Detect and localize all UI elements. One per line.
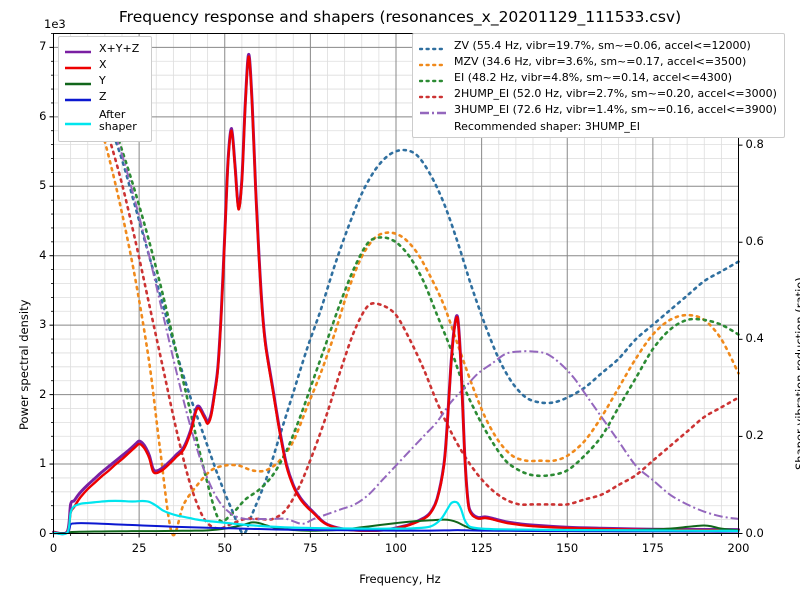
legend-item-3hump_ei[interactable]: 3HUMP_EI (72.6 Hz, vibr=1.4%, sm~=0.16, … [419, 102, 777, 118]
legend-line-sample [64, 59, 92, 71]
axis-tick-label: 5 [39, 178, 47, 193]
chart-title: Frequency response and shapers (resonanc… [118, 8, 682, 26]
axis-tick-label: 2 [39, 386, 47, 401]
psd-curve-z [52, 522, 740, 535]
axis-tick-label: 0.6 [745, 234, 764, 249]
shaper-series-group [65, 46, 740, 537]
axis-tick-label: 125 [470, 540, 493, 555]
legend-psd: X+Y+Z X Y Z After shaper [58, 36, 152, 142]
shaper-curve-mzv [65, 46, 740, 537]
recommended-shaper-note: Recommended shaper: 3HUMP_EI [419, 118, 777, 134]
shaper-curve-2hump_ei [65, 46, 740, 531]
shaper-curve-3hump_ei [66, 47, 739, 525]
axis-tick-label: 25 [131, 540, 147, 555]
axis-tick-label: 50 [217, 540, 233, 555]
legend-line-sample [64, 75, 92, 87]
shaper-curve-ei [65, 46, 740, 523]
axis-tick-label: 1 [39, 456, 47, 471]
axis-tick-label: 175 [641, 540, 664, 555]
legend-item-y[interactable]: Y [64, 73, 145, 89]
legend-item-label: 2HUMP_EI (52.0 Hz, vibr=2.7%, sm~=0.20, … [454, 87, 777, 100]
recommended-shaper-text: Recommended shaper: 3HUMP_EI [454, 119, 640, 133]
axis-tick-label: 75 [303, 540, 318, 555]
psd-curve-after-shaper [52, 499, 740, 536]
axis-tick-label: 200 [727, 540, 750, 555]
plot-frame [53, 33, 739, 534]
legend-item-2hump_ei[interactable]: 2HUMP_EI (52.0 Hz, vibr=2.7%, sm~=0.20, … [418, 86, 777, 102]
axis-tick-label: 0 [49, 540, 58, 555]
legend-item-zv[interactable]: ZV (55.4 Hz, vibr=19.7%, sm~=0.06, accel… [418, 38, 777, 54]
x-axis-label: Frequency, Hz [359, 572, 441, 586]
y-axis-label: Power spectral density [17, 299, 31, 430]
axis-tick-label: 0 [39, 525, 47, 540]
axis-tick-label: 3 [39, 317, 47, 332]
legend-item-mzv[interactable]: MZV (34.6 Hz, vibr=3.6%, sm~=0.17, accel… [418, 54, 777, 70]
axis-tick-label: 0.2 [745, 428, 764, 443]
y-axis-right-label: Shaper vibration reduction (ratio) [793, 277, 800, 470]
legend-item-label: 3HUMP_EI (72.6 Hz, vibr=1.4%, sm~=0.16, … [454, 103, 777, 116]
psd-series-group [52, 52, 740, 536]
legend-line-sample [64, 91, 92, 103]
axis-tick-label: 0.0 [745, 525, 764, 540]
psd-curve-x [52, 55, 740, 535]
legend-item-label: After shaper [99, 108, 137, 133]
legend-item-z[interactable]: Z [64, 89, 145, 105]
legend-item-after-shaper[interactable]: After shaper [64, 105, 145, 137]
legend-line-sample [418, 72, 448, 84]
axis-tick-label: 4 [39, 247, 47, 262]
legend-item-label: X+Y+Z [99, 42, 140, 55]
legend-line-sample [418, 56, 448, 68]
legend-item-ei[interactable]: EI (48.2 Hz, vibr=4.8%, sm~=0.14, accel<… [418, 70, 777, 86]
legend-item-label: Y [99, 74, 106, 87]
legend-line-sample [418, 40, 448, 52]
axis-tick-label: 100 [385, 540, 407, 555]
legend-item-x[interactable]: X [64, 57, 145, 73]
axis-tick-label: 0.8 [745, 137, 764, 152]
legend-line-sample [64, 43, 92, 55]
legend-item-label: X [99, 58, 107, 71]
y-axis-exponent-label: 1e3 [44, 17, 66, 31]
legend-shapers: ZV (55.4 Hz, vibr=19.7%, sm~=0.06, accel… [412, 33, 785, 138]
axis-tick-label: 6 [39, 108, 47, 123]
legend-item-x-y-z[interactable]: X+Y+Z [64, 41, 145, 57]
legend-item-label: EI (48.2 Hz, vibr=4.8%, sm~=0.14, accel<… [454, 71, 732, 84]
legend-item-label: Z [99, 90, 107, 103]
legend-line-sample [64, 115, 92, 127]
legend-line-sample [418, 88, 448, 100]
axis-tick-label: 0.4 [745, 331, 764, 346]
legend-line-sample [419, 104, 447, 116]
axis-tick-label: 150 [556, 540, 579, 555]
axis-tick-label: 7 [39, 39, 47, 54]
legend-item-label: ZV (55.4 Hz, vibr=19.7%, sm~=0.06, accel… [454, 39, 751, 52]
legend-item-label: MZV (34.6 Hz, vibr=3.6%, sm~=0.17, accel… [454, 55, 747, 68]
